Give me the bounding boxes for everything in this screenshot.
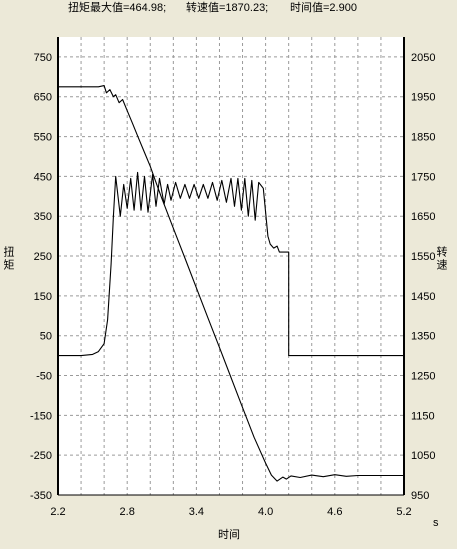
y-right-tick-label: 1150 [411, 410, 435, 422]
y-left-tick-label: 250 [34, 251, 52, 263]
status-torque-max: 扭矩最大值=464.98; [68, 0, 166, 14]
y-left-tick-label: 450 [34, 171, 52, 183]
y-right-tick-label: 1250 [411, 371, 435, 383]
x-tick-label: 3.4 [189, 506, 204, 518]
y-left-tick-label: 550 [34, 132, 52, 144]
x-tick-label: 4.6 [327, 506, 342, 518]
y-left-tick-label: 50 [40, 331, 52, 343]
y-right-tick-label: 1850 [411, 132, 435, 144]
y-left-tick-label: -50 [36, 371, 52, 383]
y-left-tick-label: -150 [30, 410, 52, 422]
y-left-tick-label: -250 [30, 450, 52, 462]
x-tick-label: 5.2 [396, 506, 411, 518]
status-speed-value: 转速值=1870.23; [186, 0, 268, 14]
y-left-tick-label: 150 [34, 291, 52, 303]
series-layer [58, 85, 404, 482]
y-left-label: 扭矩 [2, 245, 15, 272]
y-right-tick-label: 1750 [411, 171, 435, 183]
x-tick-label: 2.8 [120, 506, 135, 518]
y-right-tick-label: 2050 [411, 52, 435, 64]
y-right-tick-label: 950 [411, 490, 429, 502]
y-right-tick-label: 1650 [411, 211, 435, 223]
x-tick-label: 2.2 [50, 506, 65, 518]
tick-labels: 750 650 550 450 350 250 150 50 -50 -150 -250 -350 20… [30, 52, 436, 518]
status-time-value: 时间值=2.900 [290, 1, 357, 14]
x-unit-label: s [433, 517, 439, 529]
y-right-tick-label: 1950 [411, 92, 435, 104]
y-right-tick-label: 1450 [411, 291, 435, 303]
y-right-tick-label: 1050 [411, 450, 435, 462]
torque-series-line [58, 171, 404, 357]
x-tick-label: 4.0 [258, 506, 273, 518]
axes [57, 37, 405, 496]
y-left-tick-label: 650 [34, 92, 52, 104]
y-left-tick-label: -350 [30, 490, 52, 502]
x-axis-label: 时间 [218, 528, 240, 541]
plot-area [58, 37, 404, 495]
y-right-label: 转速 [435, 245, 448, 272]
y-left-tick-label: 350 [34, 211, 52, 223]
y-right-tick-label: 1550 [411, 251, 435, 263]
y-right-tick-label: 1350 [411, 331, 435, 343]
speed-series-line [58, 85, 404, 482]
y-left-tick-label: 750 [34, 52, 52, 64]
